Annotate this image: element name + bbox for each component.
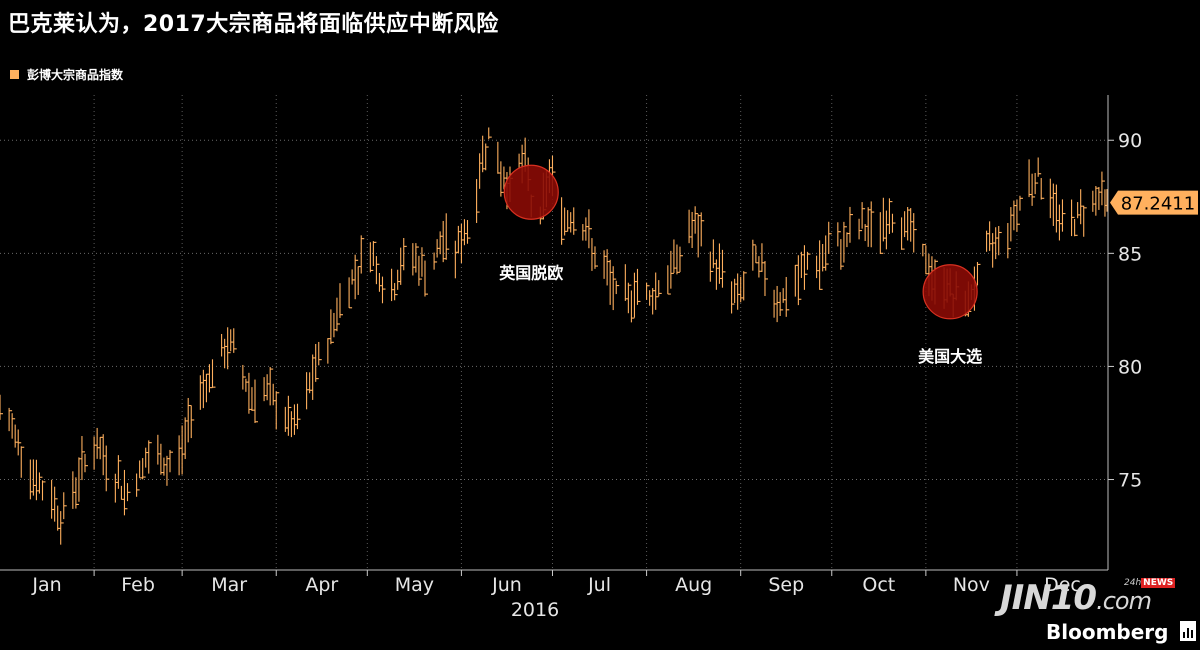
axes: 75 80 85 90 Jan Feb Mar Apr May Jun Jul Aug Sep Oct No… <box>0 95 1198 621</box>
event-label: 美国大选 <box>918 347 982 366</box>
jin10-suffix: .com <box>1096 587 1152 615</box>
y-tick-label: 85 <box>1118 243 1142 265</box>
jin10-text: JIN10 <box>1000 578 1097 618</box>
x-tick-label: Sep <box>768 574 804 596</box>
y-tick-label: 90 <box>1118 130 1142 152</box>
grid <box>0 95 1108 570</box>
bloomberg-chart-icon <box>1180 621 1196 641</box>
x-tick-label: Jan <box>31 574 61 596</box>
jin10-logo: JIN10.com <box>1000 578 1152 618</box>
legend-label: 彭博大宗商品指数 <box>27 68 124 82</box>
x-tick-label: Mar <box>211 574 247 596</box>
news-label: NEWS <box>1141 578 1176 588</box>
legend: 彭博大宗商品指数 <box>10 66 123 83</box>
chart-title: 巴克莱认为，2017大宗商品将面临供应中断风险 <box>8 12 499 37</box>
y-tick-label: 80 <box>1118 356 1142 378</box>
x-tick-label: May <box>395 574 434 596</box>
event-circle <box>922 264 978 320</box>
x-tick-label: Aug <box>675 574 712 596</box>
news-badge: 24h NEWS <box>1124 578 1176 588</box>
x-tick-label: Jun <box>491 574 522 596</box>
x-tick-label: Feb <box>121 574 155 596</box>
x-tick-label: Nov <box>953 574 990 596</box>
last-value-label: 87.2411 <box>1121 194 1195 215</box>
x-tick-label: Apr <box>305 574 338 596</box>
legend-swatch <box>10 70 19 79</box>
event-label: 英国脱欧 <box>498 263 563 282</box>
x-year-label: 2016 <box>511 599 559 621</box>
x-tick-label: Jul <box>587 574 611 596</box>
x-tick-label: Oct <box>862 574 895 596</box>
x-tick-label: Dec <box>1044 574 1081 596</box>
bloomberg-logo: Bloomberg <box>1046 620 1169 644</box>
news-prefix: 24h <box>1124 578 1142 588</box>
event-circle <box>503 164 559 220</box>
last-value-tag <box>1110 190 1198 215</box>
y-tick-label: 75 <box>1118 470 1142 492</box>
